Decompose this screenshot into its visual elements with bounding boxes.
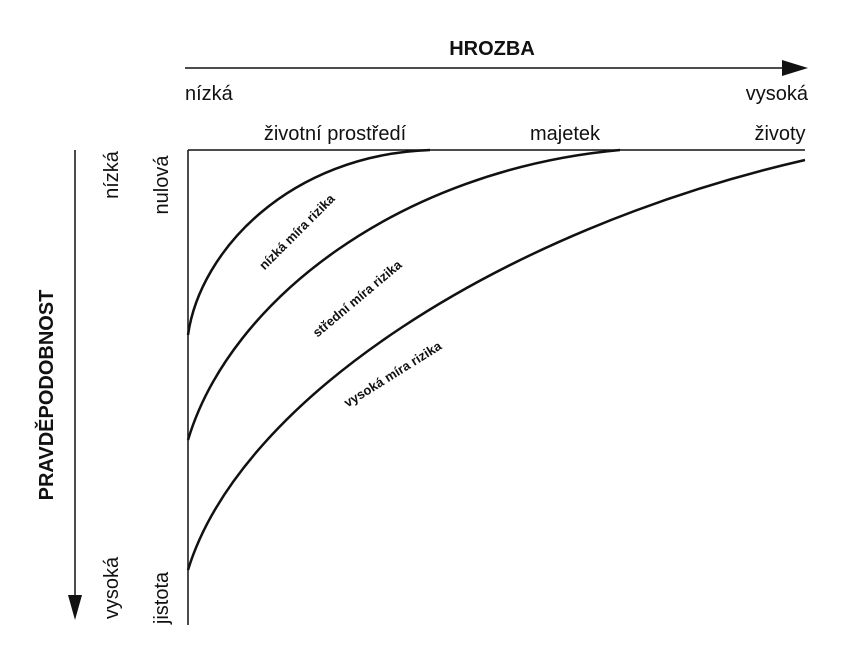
- risk-curve: [186, 148, 431, 336]
- curve-label: vysoká míra rizika: [341, 338, 445, 410]
- curve-label: střední míra rizika: [310, 257, 405, 341]
- threat-high: vysoká: [746, 83, 809, 105]
- risk-curve: [186, 148, 621, 441]
- column-label: životy: [754, 123, 805, 145]
- column-label: životní prostředí: [264, 123, 407, 145]
- threat-low: nízká: [185, 83, 234, 105]
- zero-label: nulová: [151, 155, 173, 215]
- risk-curve: [186, 158, 806, 571]
- probability-high: vysoká: [101, 556, 123, 619]
- threat-title: HROZBA: [449, 38, 535, 60]
- curve-label: nízká míra rizika: [256, 190, 338, 272]
- column-label: majetek: [530, 123, 601, 145]
- probability-low: nízká: [101, 150, 123, 199]
- arrow-head: [782, 60, 808, 76]
- arrow-head: [68, 595, 82, 620]
- probability-title: PRAVDĚPODOBNOST: [34, 290, 58, 501]
- certain-label: jistota: [151, 571, 173, 625]
